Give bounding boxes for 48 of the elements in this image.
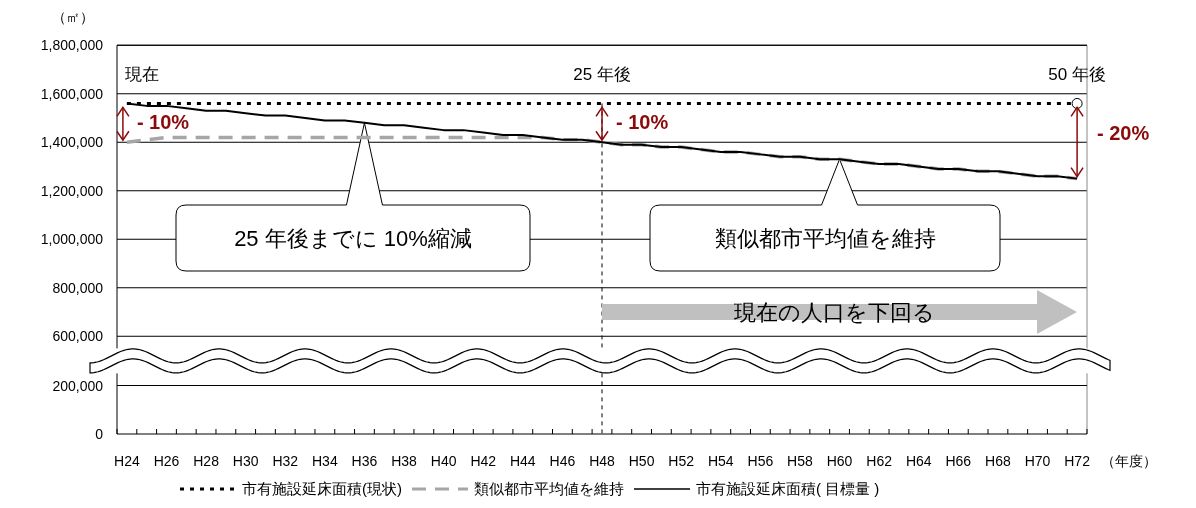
x-tick-label: H34 (312, 453, 338, 469)
annotation: - 20% (1097, 122, 1150, 145)
y-tick-label: 1,800,000 (40, 37, 104, 54)
annotation: 25 年後までに 10%縮減 (234, 226, 472, 251)
x-tick-label: H66 (945, 453, 972, 469)
annotation: 25 年後 (573, 65, 631, 85)
annotation: 50 年後 (1048, 65, 1106, 85)
x-tick-label: H56 (747, 453, 774, 469)
x-axis-title: （年度） (1101, 453, 1158, 469)
x-tick-label: H62 (866, 453, 893, 469)
annotation: 現在の人口を下回る (734, 300, 935, 325)
x-tick-label: H60 (826, 453, 853, 469)
x-tick-label: H68 (985, 453, 1011, 469)
x-tick-label: H38 (391, 453, 418, 469)
x-tick-label: H58 (787, 453, 814, 469)
x-tick-label: H40 (430, 453, 457, 469)
y-tick-label: 1,200,000 (40, 182, 104, 199)
x-tick-label: H26 (153, 453, 180, 469)
y-axis-title: （㎡） (52, 9, 94, 25)
x-tick-label: H64 (905, 453, 932, 469)
x-tick-label: H46 (549, 453, 576, 469)
x-tick-label: H70 (1024, 453, 1051, 469)
y-tick-label: 1,600,000 (40, 85, 104, 102)
x-tick-label: H52 (668, 453, 695, 469)
annotation: 類似都市平均値を維持 (714, 226, 936, 251)
x-tick-label: H72 (1064, 453, 1091, 469)
x-tick-label: H42 (470, 453, 497, 469)
y-tick-label: 600,000 (52, 328, 104, 345)
legend-label: 市有施設延床面積(現状) (242, 480, 402, 497)
x-tick-label: H28 (193, 453, 220, 469)
x-tick-label: H48 (589, 453, 616, 469)
y-tick-label: 0 (95, 426, 104, 442)
annotation: 現在 (124, 65, 159, 85)
legend-label: 類似都市平均値を維持 (474, 480, 624, 497)
x-tick-label: H50 (628, 453, 655, 469)
y-tick-label: 200,000 (52, 377, 104, 394)
y-tick-label: 1,000,000 (40, 231, 104, 248)
x-tick-label: H36 (351, 453, 378, 469)
x-tick-label: H32 (272, 453, 299, 469)
y-tick-label: 1,400,000 (40, 134, 104, 151)
legend-label: 市有施設延床面積( 目標量 ) (696, 480, 880, 497)
x-tick-label: H54 (707, 453, 734, 469)
y-tick-label: 800,000 (52, 279, 104, 296)
annotation: - 10% (616, 111, 669, 134)
x-tick-label: H44 (509, 453, 536, 469)
x-tick-label: H30 (232, 453, 259, 469)
annotation: - 10% (136, 111, 190, 134)
x-tick-label: H24 (114, 453, 140, 469)
